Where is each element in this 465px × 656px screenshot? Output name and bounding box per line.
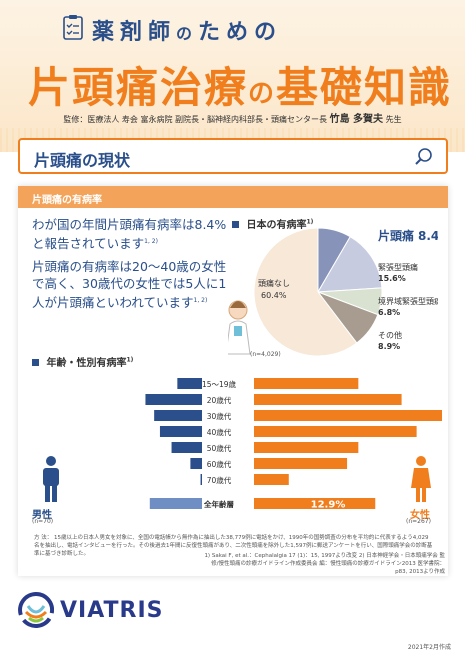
female-figure-icon <box>411 456 431 502</box>
lead-paragraph-1: わが国の年間片頭痛有病率は8.4%と報告されています1, 2) <box>32 216 232 252</box>
supervisor-suffix: 先生 <box>385 115 402 124</box>
female-bar <box>254 426 417 437</box>
female-n-label: (n=267) <box>406 518 431 525</box>
bar-category-label: 50歳代 <box>207 443 232 453</box>
male-figure-icon <box>43 456 59 502</box>
title-particle: の <box>248 79 277 109</box>
male-bar <box>171 442 202 453</box>
pie-chart-title: 日本の有病率1) <box>232 216 313 231</box>
reference-1: 1) Sakai F, et al.：Cephalalgia 17 (1)：15… <box>204 553 358 559</box>
bar-category-label: 20歳代 <box>207 395 232 405</box>
lead-ref-1: 1, 2) <box>144 238 158 245</box>
title-part-b: 基礎知識 <box>276 63 453 112</box>
page-title: 片頭痛治療の基礎知識 <box>28 54 452 115</box>
male-total-label: 3.6% <box>116 500 144 511</box>
female-bar <box>254 410 442 421</box>
subtitle-particle: の <box>176 24 199 43</box>
female-bar <box>254 458 348 469</box>
created-date: 2021年2月作成 <box>407 644 451 651</box>
bar-category-label: 全年齢層 <box>203 499 234 509</box>
female-bar <box>254 394 402 405</box>
pie-n-label: (n=4,029) <box>250 351 281 358</box>
male-bar <box>177 378 202 389</box>
content-card: 片頭痛の有病率 わが国の年間片頭痛有病率は8.4%と報告されています1, 2) … <box>18 186 448 576</box>
female-bar <box>254 498 376 509</box>
header-subtitle: 薬剤師のための <box>92 14 282 46</box>
supervisor-credit: 監修：医療法人 寿会 富永病院 副院長・脳神経内科部長・頭痛センター長 竹島 多… <box>0 110 465 125</box>
pie-label-other-name: その他 <box>378 330 402 340</box>
pie-label-none-name: 頭痛なし <box>258 278 290 288</box>
bar-category-label: 40歳代 <box>207 427 232 437</box>
bar-title-text: 年齢・性別有病率 <box>46 358 127 369</box>
section-title: 片頭痛の現状 <box>34 151 131 170</box>
male-bar <box>154 410 202 421</box>
subsection-bar: 片頭痛の有病率 <box>18 186 448 208</box>
references: 1) Sakai F, et al.：Cephalalgia 17 (1)：15… <box>200 552 445 576</box>
male-bar <box>190 458 202 469</box>
lead-text-2: 片頭痛の有病率は20〜40歳の女性で高く、30歳代の女性では5人に1人が片頭痛と… <box>32 259 227 311</box>
pie-label-none-value: 60.4% <box>261 291 287 300</box>
section-header: 片頭痛の現状 <box>18 138 448 174</box>
pie-slice-none <box>253 227 358 357</box>
supervisor-affiliation: 監修：医療法人 寿会 富永病院 副院長・脳神経内科部長・頭痛センター長 <box>63 115 328 124</box>
pie-label-other-value: 8.9% <box>378 342 400 351</box>
bar-chart-title: 年齢・性別有病率1) <box>32 354 133 369</box>
female-bar <box>254 474 289 485</box>
pie-label-tension-name: 緊張型頭痛 <box>378 262 418 272</box>
footnote-text: 15歳以上の日本人男女を対象に、全国の電話帳から無作為に抽出した38,779例に… <box>34 535 433 557</box>
lead-paragraph-2: 片頭痛の有病率は20〜40歳の女性で高く、30歳代の女性では5人に1人が片頭痛と… <box>32 258 232 311</box>
female-total-label: 12.9% <box>311 500 346 511</box>
header-banner: 薬剤師のための 片頭痛治療の基礎知識 監修：医療法人 寿会 富永病院 副院長・脳… <box>0 0 465 152</box>
male-bar <box>149 498 202 509</box>
subtitle-part-b: ための <box>198 20 283 45</box>
male-bar <box>159 426 202 437</box>
bar-category-label: 60歳代 <box>207 459 232 469</box>
clipboard-icon <box>63 15 83 40</box>
pie-label-tension-value: 15.6% <box>378 274 406 283</box>
pharmacist-illustration-icon <box>228 300 251 355</box>
pie-title-text: 日本の有病率 <box>246 220 307 231</box>
pie-label-borderline-value: 6.8% <box>378 308 400 317</box>
subtitle-part-a: 薬剤師 <box>92 20 177 45</box>
pie-slice-tension <box>317 236 383 293</box>
lead-text-1: わが国の年間片頭痛有病率は8.4%と報告されています <box>32 217 227 252</box>
male-bar <box>145 394 202 405</box>
female-label: 女性 <box>410 510 430 521</box>
bar-category-label: 15〜19歳 <box>202 379 237 389</box>
female-bar <box>254 442 359 453</box>
title-part-a: 片頭痛治療 <box>28 63 249 112</box>
prevalence-pie-chart: 頭痛なし 60.4% 片頭痛 8.4% 緊張型頭痛 15.6% 境界域緊張型頭痛… <box>228 227 438 358</box>
footnote-lead: 方 法： <box>34 535 53 541</box>
subsection-title: 片頭痛の有病率 <box>32 195 102 206</box>
pie-title-ref: 1) <box>306 218 314 226</box>
reference-2: 2) 日本神経学会・日本頭痛学会 監修/慢性頭痛の診療ガイドライン作成委員会 編… <box>211 553 445 575</box>
bar-category-label: 30歳代 <box>207 411 232 421</box>
pie-label-migraine-value: 8.4% <box>418 229 438 243</box>
bar-title-ref: 1) <box>126 356 134 364</box>
viatris-logo-icon <box>18 592 54 628</box>
bar-category-label: 70歳代 <box>207 475 232 485</box>
pie-label-borderline-name: 境界域緊張型頭痛 <box>378 296 438 306</box>
male-bar <box>200 474 202 485</box>
supervisor-name: 竹島 多賀夫 <box>329 114 384 125</box>
search-icon <box>415 148 432 165</box>
lead-ref-2: 1, 2) <box>193 297 208 304</box>
methods-footnote: 方 法： 15歳以上の日本人男女を対象に、全国の電話帳から無作為に抽出した38,… <box>34 534 434 558</box>
male-n-label: (n=70) <box>32 518 54 525</box>
brand-logo-text: VIATRIS <box>60 598 164 623</box>
female-bar <box>254 378 359 389</box>
pie-label-migraine-name: 片頭痛 <box>378 228 414 243</box>
male-label: 男性 <box>32 510 52 521</box>
